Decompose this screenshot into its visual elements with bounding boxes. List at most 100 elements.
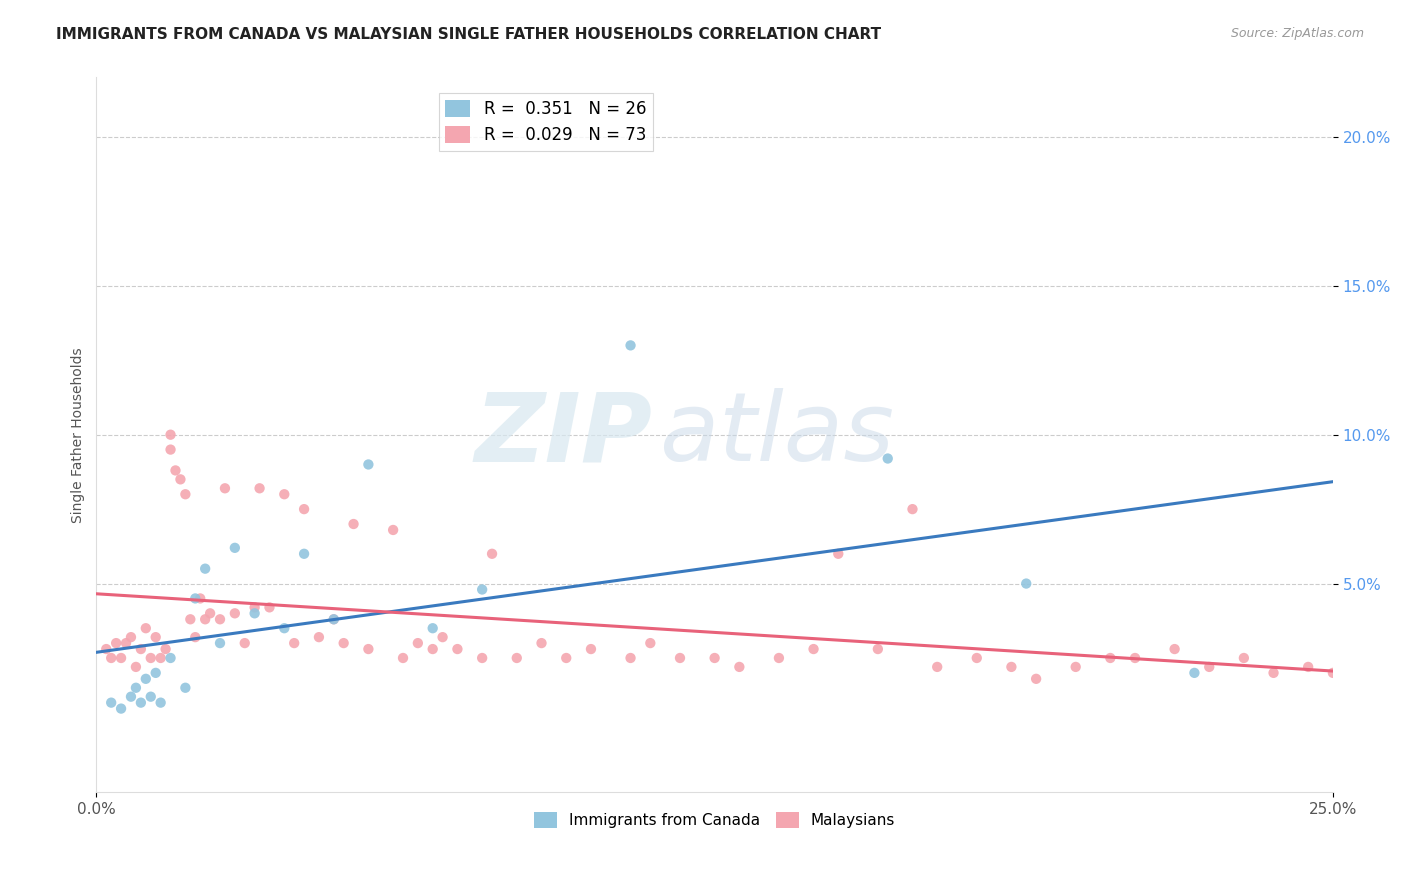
- Point: [165, 463, 187, 477]
- Point: [105, 636, 128, 650]
- Y-axis label: Single Father Households: Single Father Households: [72, 347, 86, 523]
- Point: [96, 642, 118, 657]
- Point: [110, 651, 132, 665]
- Point: [129, 696, 152, 710]
- Point: [342, 516, 364, 531]
- Point: [259, 600, 281, 615]
- Point: [1015, 576, 1038, 591]
- Point: [1000, 660, 1022, 674]
- Point: [243, 600, 266, 615]
- Point: [120, 690, 142, 704]
- Text: Source: ZipAtlas.com: Source: ZipAtlas.com: [1230, 27, 1364, 40]
- Point: [100, 696, 122, 710]
- Point: [249, 481, 271, 495]
- Point: [208, 612, 231, 626]
- Point: [1163, 642, 1185, 657]
- Point: [703, 651, 725, 665]
- Point: [481, 547, 503, 561]
- Point: [308, 630, 330, 644]
- Point: [669, 651, 692, 665]
- Point: [149, 651, 172, 665]
- Point: [357, 642, 380, 657]
- Point: [273, 621, 295, 635]
- Point: [139, 651, 162, 665]
- Point: [110, 701, 132, 715]
- Point: [159, 442, 181, 457]
- Point: [927, 660, 949, 674]
- Point: [768, 651, 790, 665]
- Point: [184, 591, 207, 606]
- Point: [1184, 665, 1206, 680]
- Point: [174, 681, 197, 695]
- Point: [406, 636, 429, 650]
- Point: [292, 502, 315, 516]
- Point: [827, 547, 849, 561]
- Point: [506, 651, 529, 665]
- Point: [224, 541, 246, 555]
- Point: [555, 651, 578, 665]
- Point: [208, 636, 231, 650]
- Point: [194, 562, 217, 576]
- Point: [1322, 665, 1344, 680]
- Point: [432, 630, 454, 644]
- Point: [224, 607, 246, 621]
- Legend: Immigrants from Canada, Malaysians: Immigrants from Canada, Malaysians: [529, 806, 901, 834]
- Point: [1296, 660, 1319, 674]
- Point: [125, 681, 148, 695]
- Point: [145, 630, 167, 644]
- Point: [194, 612, 217, 626]
- Point: [579, 642, 602, 657]
- Point: [966, 651, 988, 665]
- Point: [422, 642, 444, 657]
- Point: [155, 642, 177, 657]
- Point: [1025, 672, 1047, 686]
- Point: [169, 472, 191, 486]
- Point: [866, 642, 889, 657]
- Point: [292, 547, 315, 561]
- Point: [357, 458, 380, 472]
- Point: [125, 660, 148, 674]
- Point: [446, 642, 468, 657]
- Point: [135, 672, 157, 686]
- Point: [1064, 660, 1087, 674]
- Point: [145, 665, 167, 680]
- Point: [876, 451, 898, 466]
- Point: [198, 607, 221, 621]
- Point: [273, 487, 295, 501]
- Point: [803, 642, 825, 657]
- Point: [619, 651, 641, 665]
- Point: [179, 612, 201, 626]
- Point: [728, 660, 751, 674]
- Point: [1263, 665, 1285, 680]
- Point: [422, 621, 444, 635]
- Point: [619, 338, 641, 352]
- Point: [159, 651, 181, 665]
- Text: IMMIGRANTS FROM CANADA VS MALAYSIAN SINGLE FATHER HOUSEHOLDS CORRELATION CHART: IMMIGRANTS FROM CANADA VS MALAYSIAN SING…: [56, 27, 882, 42]
- Point: [188, 591, 211, 606]
- Point: [640, 636, 662, 650]
- Point: [1123, 651, 1146, 665]
- Point: [135, 621, 157, 635]
- Point: [471, 582, 494, 597]
- Point: [471, 651, 494, 665]
- Point: [174, 487, 197, 501]
- Point: [901, 502, 924, 516]
- Point: [392, 651, 415, 665]
- Text: ZIP: ZIP: [475, 388, 652, 481]
- Text: atlas: atlas: [659, 388, 894, 481]
- Point: [322, 612, 344, 626]
- Point: [332, 636, 354, 650]
- Point: [1099, 651, 1122, 665]
- Point: [1233, 651, 1256, 665]
- Point: [129, 642, 152, 657]
- Point: [100, 651, 122, 665]
- Point: [1198, 660, 1220, 674]
- Point: [120, 630, 142, 644]
- Point: [149, 696, 172, 710]
- Point: [243, 607, 266, 621]
- Point: [382, 523, 405, 537]
- Point: [115, 636, 138, 650]
- Point: [184, 630, 207, 644]
- Point: [233, 636, 256, 650]
- Point: [214, 481, 236, 495]
